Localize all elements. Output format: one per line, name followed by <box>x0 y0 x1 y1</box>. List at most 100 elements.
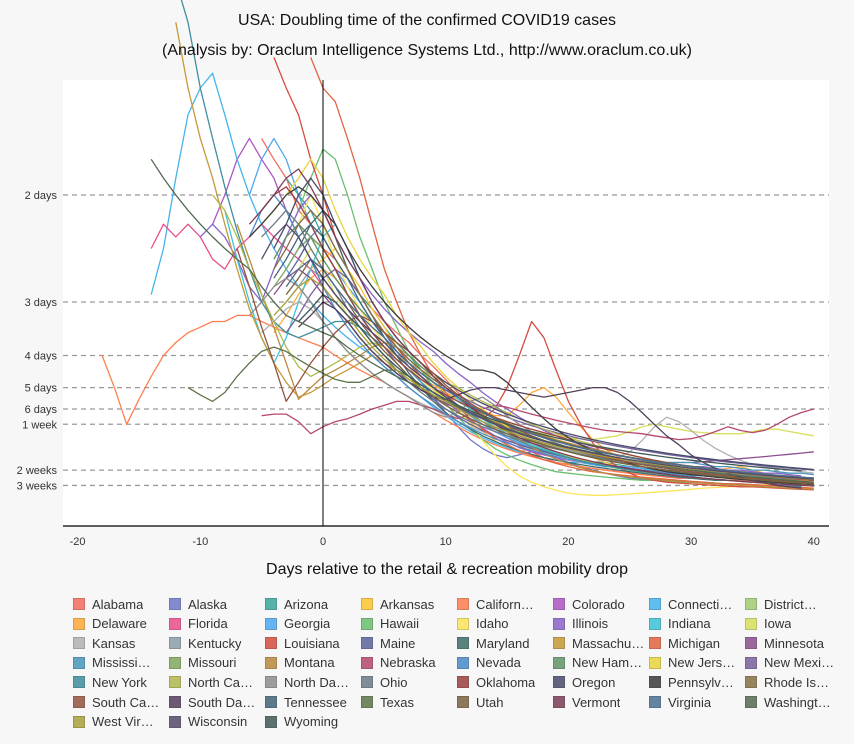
legend-item[interactable]: Massachu… <box>553 635 645 651</box>
legend-item[interactable]: Maryland <box>457 635 549 651</box>
legend-label: Wisconsin <box>188 714 248 730</box>
legend-item[interactable]: North Ca… <box>169 674 261 690</box>
legend-item[interactable]: Nevada <box>457 655 549 671</box>
series-line-michigan <box>310 57 814 489</box>
legend-item[interactable]: Utah <box>457 694 549 710</box>
legend-swatch <box>457 637 469 650</box>
legend-item[interactable]: Vermont <box>553 694 645 710</box>
legend-item[interactable]: West Vir… <box>73 714 165 730</box>
legend-item[interactable]: Delaware <box>73 616 165 632</box>
legend-label: Montana <box>284 655 335 671</box>
legend-item[interactable]: Mississi… <box>73 655 165 671</box>
legend-swatch <box>169 598 181 610</box>
legend-item[interactable]: Tennessee <box>265 694 357 710</box>
legend-item[interactable]: Ohio <box>361 674 453 690</box>
legend-label: Wyoming <box>284 714 339 730</box>
legend-item[interactable]: Virginia <box>649 694 741 710</box>
legend-label: Ohio <box>380 674 408 690</box>
legend-item[interactable]: Indiana <box>649 616 741 632</box>
legend-item[interactable]: Rhode Is… <box>745 674 837 690</box>
x-tick-label: 30 <box>685 536 697 548</box>
line-chart: 2 days 3 days 4 days 5 days 6 days 1 week 2 we… <box>17 0 829 548</box>
legend-swatch <box>361 696 373 708</box>
legend-swatch <box>73 617 85 630</box>
legend-swatch <box>361 676 373 689</box>
legend-item[interactable]: Washingt… <box>745 694 837 710</box>
legend-swatch <box>361 637 373 650</box>
x-axis-labels: -20 -10 0 10 20 30 40 <box>70 536 820 548</box>
legend-swatch <box>169 715 181 728</box>
legend-item[interactable]: Connecti… <box>649 596 741 612</box>
series-line-south-carolina <box>236 248 814 484</box>
legend-item[interactable]: Iowa <box>745 616 837 632</box>
legend-item[interactable]: District… <box>745 596 837 612</box>
legend-item[interactable]: Michigan <box>649 635 741 651</box>
legend-item[interactable]: Oklahoma <box>457 674 549 690</box>
legend-item[interactable]: South Da… <box>169 694 261 710</box>
legend-item[interactable]: Wisconsin <box>169 714 261 730</box>
legend-label: Louisiana <box>284 635 340 651</box>
legend-label: Missouri <box>188 655 237 671</box>
legend-item[interactable]: Alaska <box>169 596 261 612</box>
legend-item[interactable]: Pennsylv… <box>649 674 741 690</box>
legend-item[interactable]: Florida <box>169 616 261 632</box>
legend-item[interactable]: Montana <box>265 655 357 671</box>
legend-item[interactable]: New York <box>73 674 165 690</box>
y-tick-label: 4 days <box>25 351 58 363</box>
legend-item[interactable]: Arkansas <box>361 596 453 612</box>
legend-item[interactable]: Nebraska <box>361 655 453 671</box>
legend-item[interactable]: Louisiana <box>265 635 357 651</box>
legend-item[interactable]: Idaho <box>457 616 549 632</box>
legend-item[interactable]: Maine <box>361 635 453 651</box>
legend-item[interactable]: New Jers… <box>649 655 741 671</box>
legend-item[interactable]: New Hamp… <box>553 655 645 671</box>
y-tick-label: 5 days <box>25 383 58 395</box>
legend-item[interactable]: Illinois <box>553 616 645 632</box>
legend-label: Georgia <box>284 616 331 632</box>
legend-label: Maryland <box>476 635 530 651</box>
series-lines <box>101 0 814 496</box>
legend-item[interactable]: New Mexi… <box>745 655 837 671</box>
legend-item[interactable]: Arizona <box>265 596 357 612</box>
legend-swatch <box>457 696 469 708</box>
legend-label: Indiana <box>668 616 711 632</box>
legend-label: Iowa <box>764 616 792 632</box>
legend-item[interactable]: Texas <box>361 694 453 710</box>
legend-label: Pennsylv… <box>668 674 734 690</box>
legend-item[interactable]: North Da… <box>265 674 357 690</box>
series-line-illinois <box>199 194 802 477</box>
legend-item[interactable]: Georgia <box>265 616 357 632</box>
series-line-wyoming <box>298 293 802 472</box>
legend-swatch <box>361 656 373 669</box>
legend-label: Maine <box>380 635 416 651</box>
legend-swatch <box>553 676 565 689</box>
legend-item[interactable]: Alabama <box>73 596 165 612</box>
legend-label: Colorado <box>572 596 625 612</box>
legend-label: Kansas <box>92 635 136 651</box>
legend-label: Florida <box>188 616 228 632</box>
legend-label: Arkansas <box>380 596 435 612</box>
legend-swatch <box>169 617 181 630</box>
legend-swatch <box>745 637 757 650</box>
x-tick-label: -10 <box>192 536 208 548</box>
legend-swatch <box>73 696 85 708</box>
legend-swatch <box>745 598 757 610</box>
legend-item[interactable]: Missouri <box>169 655 261 671</box>
legend-item[interactable]: Californ… <box>457 596 549 612</box>
legend-item[interactable]: Minnesota <box>745 635 837 651</box>
legend-item[interactable]: Kansas <box>73 635 165 651</box>
legend-label: Tennessee <box>284 694 347 710</box>
legend-swatch <box>457 617 469 630</box>
legend-swatch <box>553 598 565 610</box>
legend-item[interactable]: Kentucky <box>169 635 261 651</box>
legend-item[interactable]: Colorado <box>553 596 645 612</box>
x-tick-label: 0 <box>320 536 326 548</box>
legend-label: District… <box>764 596 817 612</box>
legend-item[interactable]: Wyoming <box>265 714 357 730</box>
series-line-washington <box>150 158 814 483</box>
y-tick-label: 3 days <box>25 297 58 309</box>
legend-item[interactable]: Oregon <box>553 674 645 690</box>
legend-item[interactable]: South Ca… <box>73 694 165 710</box>
plot-area <box>63 80 829 526</box>
legend-item[interactable]: Hawaii <box>361 616 453 632</box>
